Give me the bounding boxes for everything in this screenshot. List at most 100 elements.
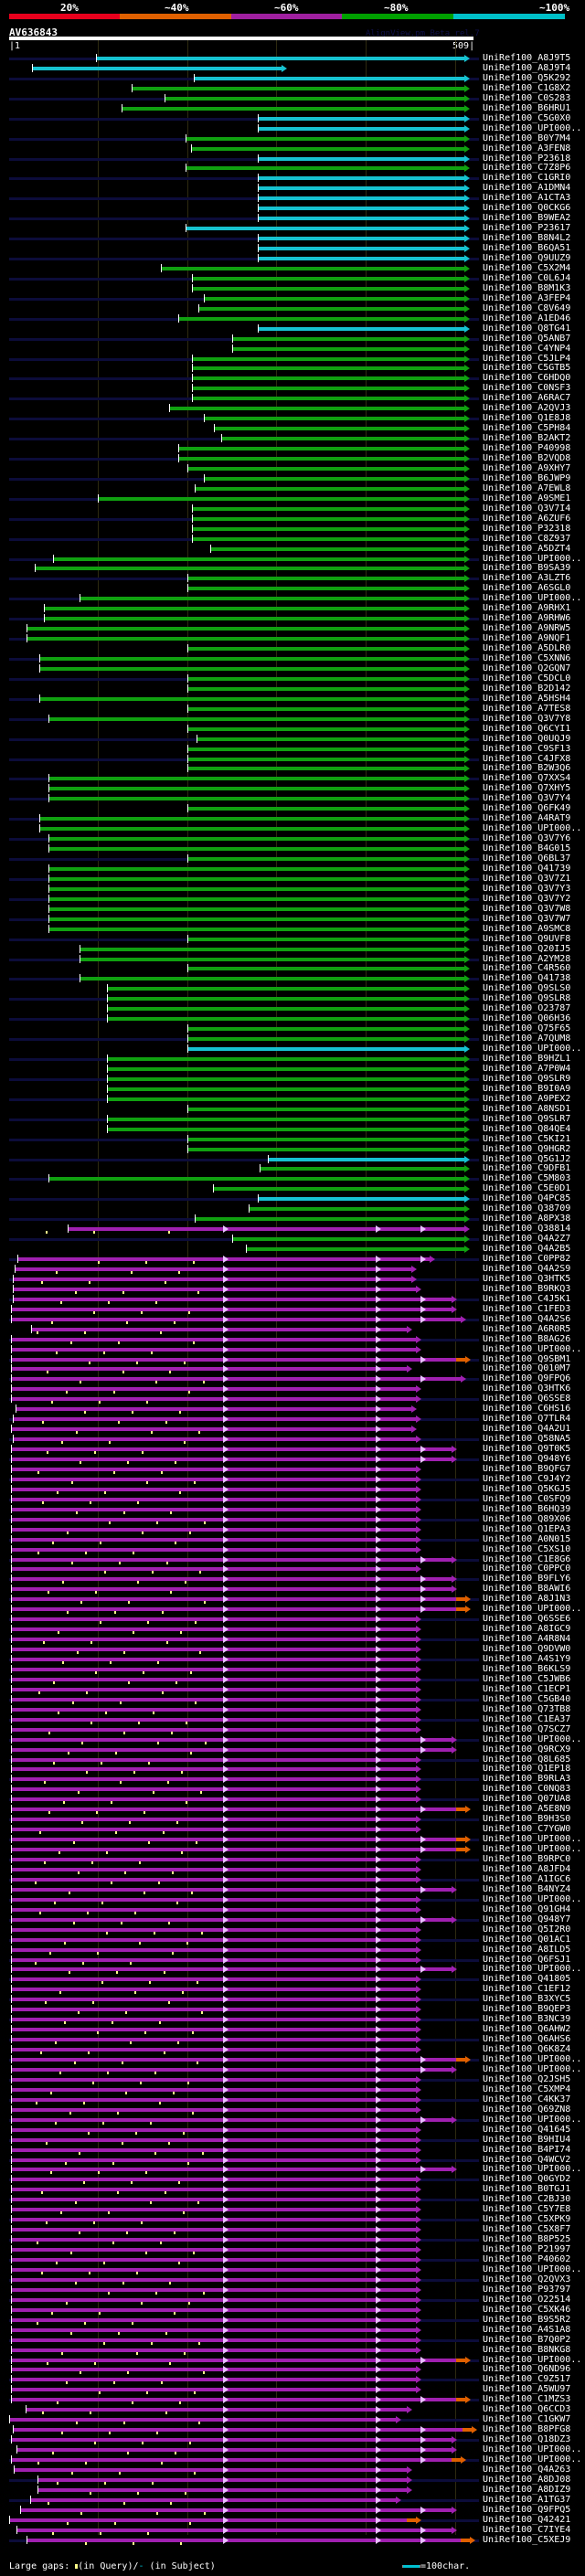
alignment-row[interactable]: UniRef100_Q6CCD3 xyxy=(0,2404,585,2415)
alignment-row[interactable]: UniRef100_P21997 xyxy=(0,2244,585,2255)
alignment-row[interactable]: UniRef100_Q4A2S9 xyxy=(0,1264,585,1275)
alignment-row[interactable]: UniRef100_UPI000.. xyxy=(0,1044,585,1055)
hit-bar[interactable] xyxy=(10,2077,417,2082)
alignment-row[interactable]: UniRef100_C9DFB1 xyxy=(0,1163,585,1174)
alignment-row[interactable]: UniRef100_P40602 xyxy=(0,2254,585,2265)
hit-bar[interactable] xyxy=(178,447,464,451)
alignment-row[interactable]: UniRef100_A5WU97 xyxy=(0,2384,585,2395)
subject-label[interactable]: UniRef100_C4J5K1 xyxy=(483,1293,571,1304)
hit-bar[interactable] xyxy=(187,1037,464,1042)
subject-label[interactable]: UniRef100_A8J9T5 xyxy=(483,53,571,63)
subject-label[interactable]: UniRef100_Q9SLS0 xyxy=(483,983,571,994)
alignment-row[interactable]: UniRef100_C5GB40 xyxy=(0,1694,585,1705)
subject-label[interactable]: UniRef100_B6HQ39 xyxy=(483,1503,571,1514)
hit-bar[interactable] xyxy=(48,886,464,891)
hit-bar[interactable] xyxy=(10,2287,417,2292)
alignment-row[interactable]: UniRef100_B3XYC5 xyxy=(0,1994,585,2005)
subject-label[interactable]: UniRef100_Q3V7I4 xyxy=(483,503,571,514)
subject-label[interactable]: UniRef100_C4R560 xyxy=(483,963,571,974)
subject-label[interactable]: UniRef100_Q69ZN8 xyxy=(483,2104,571,2115)
alignment-row[interactable]: UniRef100_A8J1N3 xyxy=(0,1594,585,1605)
hit-bar[interactable] xyxy=(10,1818,417,1822)
alignment-row[interactable]: UniRef100_Q9SLR8 xyxy=(0,993,585,1004)
alignment-row[interactable]: UniRef100_Q4WCV2 xyxy=(0,2155,585,2166)
hit-bar[interactable] xyxy=(257,116,464,121)
subject-label[interactable]: UniRef100_Q41645 xyxy=(483,2124,571,2135)
alignment-row[interactable]: UniRef100_Q5G1J2 xyxy=(0,1154,585,1165)
alignment-row[interactable]: UniRef100_Q9FPQ5 xyxy=(0,2505,585,2516)
hit-bar[interactable] xyxy=(16,2448,452,2453)
alignment-row[interactable]: UniRef100_O22514 xyxy=(0,2295,585,2306)
hit-bar[interactable] xyxy=(187,587,464,591)
alignment-row[interactable]: UniRef100_C7Z8P6 xyxy=(0,163,585,174)
hit-bar[interactable] xyxy=(26,627,464,631)
hit-bar[interactable] xyxy=(187,1137,464,1141)
alignment-row[interactable]: UniRef100_A8J9T5 xyxy=(0,53,585,64)
subject-label[interactable]: UniRef100_UPI000.. xyxy=(483,1844,582,1855)
subject-label[interactable]: UniRef100_B8AG26 xyxy=(483,1333,571,1344)
hit-bar[interactable] xyxy=(9,2418,396,2422)
alignment-row[interactable]: UniRef100_Q73TB8 xyxy=(0,1703,585,1715)
subject-label[interactable]: UniRef100_Q3V7W7 xyxy=(483,913,571,924)
hit-bar[interactable] xyxy=(10,2327,417,2332)
hit-bar[interactable] xyxy=(10,1717,417,1722)
alignment-row[interactable]: UniRef100_Q7TLR4 xyxy=(0,1414,585,1425)
alignment-row[interactable]: UniRef100_B6QA51 xyxy=(0,243,585,254)
alignment-row[interactable]: UniRef100_Q18DZ3 xyxy=(0,2434,585,2445)
alignment-row[interactable]: UniRef100_C5JLP4 xyxy=(0,354,585,365)
hit-bar[interactable] xyxy=(10,2348,417,2352)
alignment-row[interactable]: UniRef100_B2D142 xyxy=(0,684,585,694)
hit-bar[interactable] xyxy=(48,917,464,921)
hit-bar[interactable] xyxy=(106,1066,464,1071)
alignment-row[interactable]: UniRef100_C5G0X0 xyxy=(0,113,585,124)
subject-label[interactable]: UniRef100_Q9UVF8 xyxy=(483,933,571,944)
subject-label[interactable]: UniRef100_B2VQD8 xyxy=(483,453,571,463)
hit-bar[interactable] xyxy=(187,1027,464,1032)
hit-bar[interactable] xyxy=(257,176,464,181)
subject-label[interactable]: UniRef100_Q7TLR4 xyxy=(483,1414,571,1425)
subject-label[interactable]: UniRef100_Q06H36 xyxy=(483,1013,571,1024)
hit-bar[interactable] xyxy=(12,1277,412,1281)
subject-label[interactable]: UniRef100_C6HDQ0 xyxy=(483,373,571,384)
subject-label[interactable]: UniRef100_A2YM28 xyxy=(483,953,571,964)
subject-label[interactable]: UniRef100_UPI000.. xyxy=(483,2263,582,2274)
alignment-row[interactable]: UniRef100_Q0GYD2 xyxy=(0,2174,585,2185)
alignment-row[interactable]: UniRef100_Q75F65 xyxy=(0,1023,585,1034)
alignment-row[interactable]: UniRef100_Q84QE4 xyxy=(0,1124,585,1135)
subject-label[interactable]: UniRef100_Q6CYI1 xyxy=(483,723,571,734)
alignment-row[interactable]: UniRef100_Q89X06 xyxy=(0,1514,585,1525)
hit-bar[interactable] xyxy=(10,2137,417,2142)
hit-bar[interactable] xyxy=(191,146,464,151)
alignment-row[interactable]: UniRef100_C5Y7E8 xyxy=(0,2204,585,2215)
hit-bar[interactable] xyxy=(10,1537,417,1542)
hit-bar[interactable] xyxy=(248,1207,464,1212)
alignment-row[interactable]: UniRef100_A8ILD5 xyxy=(0,1945,585,1956)
subject-label[interactable]: UniRef100_B6QA51 xyxy=(483,243,571,254)
alignment-row[interactable]: UniRef100_C2BJ30 xyxy=(0,2194,585,2205)
alignment-row[interactable]: UniRef100_Q42421 xyxy=(0,2515,585,2526)
alignment-row[interactable]: UniRef100_A9RHX1 xyxy=(0,603,585,614)
alignment-row[interactable]: UniRef100_B8AG26 xyxy=(0,1333,585,1345)
hit-bar[interactable] xyxy=(191,526,464,531)
alignment-row[interactable]: UniRef100_A3FEP4 xyxy=(0,293,585,304)
subject-label[interactable]: UniRef100_Q9SLR7 xyxy=(483,1113,571,1124)
alignment-row[interactable]: UniRef100_B8P525 xyxy=(0,2234,585,2245)
hit-bar[interactable] xyxy=(191,366,464,371)
subject-label[interactable]: UniRef100_C4YNP4 xyxy=(483,343,571,354)
subject-label[interactable]: UniRef100_Q41805 xyxy=(483,1974,571,1985)
hit-bar[interactable] xyxy=(164,96,464,101)
subject-label[interactable]: UniRef100_B4PI74 xyxy=(483,2144,571,2155)
hit-bar[interactable] xyxy=(10,1967,452,1972)
alignment-row[interactable]: UniRef100_B6JWP9 xyxy=(0,473,585,484)
hit-bar[interactable] xyxy=(10,1458,452,1461)
alignment-row[interactable]: UniRef100_O23787 xyxy=(0,1003,585,1014)
subject-label[interactable]: UniRef100_Q38709 xyxy=(483,1203,571,1214)
subject-label[interactable]: UniRef100_A7TES8 xyxy=(483,703,571,714)
alignment-row[interactable]: UniRef100_A9NRW5 xyxy=(0,623,585,634)
hit-bar[interactable] xyxy=(13,2467,408,2472)
subject-label[interactable]: UniRef100_Q73TB8 xyxy=(483,1703,571,1714)
subject-label[interactable]: UniRef100_C7YGW0 xyxy=(483,1824,571,1835)
hit-bar[interactable] xyxy=(10,1988,417,1992)
subject-label[interactable]: UniRef100_UPI000.. xyxy=(483,1834,582,1845)
hit-bar[interactable] xyxy=(39,817,464,822)
